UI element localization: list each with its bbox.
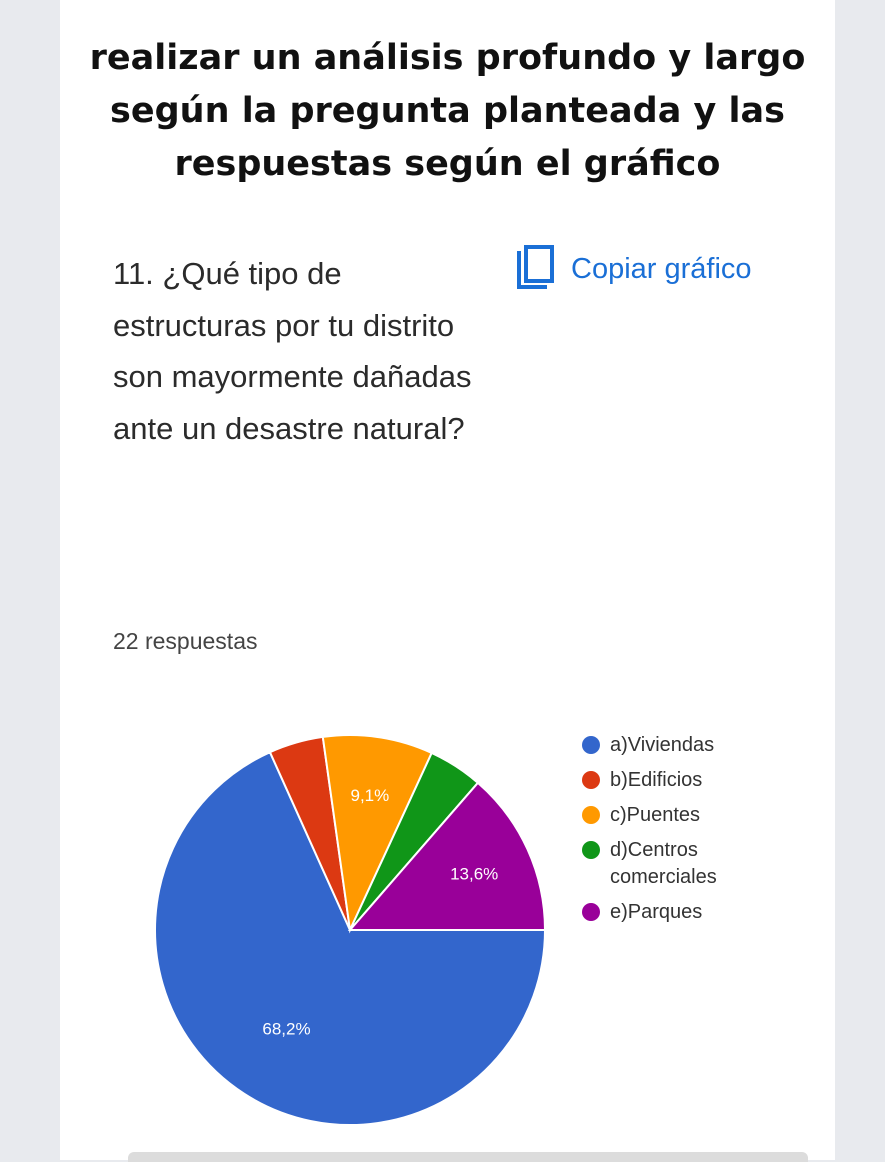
pie-slice-viviendas[interactable] bbox=[154, 750, 547, 1126]
instruction-banner: realizar un análisis profundo y largo se… bbox=[60, 0, 835, 240]
question-title: 11. ¿Qué tipo de estructuras por tu dist… bbox=[113, 256, 472, 446]
legend-swatch bbox=[582, 771, 600, 789]
legend-item-parques[interactable]: e)Parques bbox=[582, 899, 812, 926]
chart-legend: a)Viviendas b)Edificios c)Puentes d)Cent… bbox=[582, 732, 812, 934]
copy-chart-button[interactable]: Copiar gráfico bbox=[515, 244, 752, 294]
pie-data-label: 68,2% bbox=[262, 1019, 310, 1038]
legend-label: e)Parques bbox=[610, 901, 703, 923]
legend-label: c)Puentes bbox=[610, 804, 701, 826]
copy-icon bbox=[517, 245, 554, 289]
legend-label: a)Viviendas bbox=[610, 734, 715, 756]
pie-data-label: 13,6% bbox=[450, 864, 498, 883]
legend-item-centros-comerciales[interactable]: d)Centros comerciales bbox=[582, 837, 812, 891]
legend-item-puentes[interactable]: c)Puentes bbox=[582, 802, 812, 829]
legend-swatch bbox=[582, 806, 600, 824]
legend-swatch bbox=[582, 736, 600, 754]
legend-item-edificios[interactable]: b)Edificios bbox=[582, 767, 812, 794]
legend-swatch bbox=[582, 841, 600, 859]
pie-chart: 68,2% 9,1% 13,6% bbox=[154, 734, 547, 1126]
pie-data-label: 9,1% bbox=[351, 786, 390, 805]
legend-swatch bbox=[582, 903, 600, 921]
bottom-scroll-edge bbox=[128, 1152, 808, 1162]
copy-chart-label: Copiar gráfico bbox=[571, 252, 752, 285]
instruction-text: realizar un análisis profundo y largo se… bbox=[89, 38, 806, 184]
legend-label: d)Centros comerciales bbox=[610, 839, 717, 888]
pie-slice-parques[interactable] bbox=[347, 781, 547, 931]
legend-label: b)Edificios bbox=[610, 769, 703, 791]
pie-slice-puentes[interactable] bbox=[321, 734, 434, 934]
response-count: 22 respuestas bbox=[113, 628, 258, 654]
legend-item-viviendas[interactable]: a)Viviendas bbox=[582, 732, 812, 759]
